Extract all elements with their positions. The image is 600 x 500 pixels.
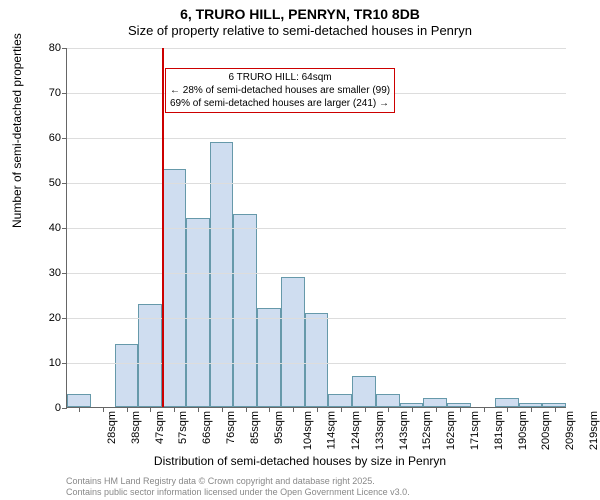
x-tick-label: 209sqm	[564, 411, 576, 450]
x-tick-mark	[246, 407, 247, 412]
histogram-bar	[328, 394, 352, 408]
y-gridline	[67, 273, 566, 274]
y-tick-label: 20	[49, 312, 61, 324]
y-gridline	[67, 138, 566, 139]
histogram-bar	[423, 398, 447, 407]
x-tick-mark	[412, 407, 413, 412]
annotation-line: ← 28% of semi-detached houses are smalle…	[170, 84, 390, 97]
x-tick-label: 28sqm	[106, 411, 118, 444]
x-tick-label: 66sqm	[201, 411, 213, 444]
x-tick-mark	[436, 407, 437, 412]
x-tick-mark	[341, 407, 342, 412]
x-tick-label: 171sqm	[469, 411, 481, 450]
chart-title-line2: Size of property relative to semi-detach…	[0, 23, 600, 38]
y-tick-label: 80	[49, 42, 61, 54]
y-gridline	[67, 228, 566, 229]
histogram-bar	[376, 394, 400, 408]
y-tick-label: 40	[49, 222, 61, 234]
histogram-bar	[233, 214, 257, 408]
y-tick-label: 30	[49, 267, 61, 279]
y-tick-mark	[62, 273, 67, 274]
histogram-bar	[495, 398, 519, 407]
x-tick-label: 162sqm	[445, 411, 457, 450]
y-tick-label: 60	[49, 132, 61, 144]
y-tick-mark	[62, 318, 67, 319]
chart-title-block: 6, TRURO HILL, PENRYN, TR10 8DB Size of …	[0, 0, 600, 38]
x-tick-label: 152sqm	[422, 411, 434, 450]
histogram-bar	[352, 376, 376, 408]
footer-line1: Contains HM Land Registry data © Crown c…	[66, 476, 410, 487]
x-tick-mark	[460, 407, 461, 412]
y-gridline	[67, 318, 566, 319]
x-tick-label: 114sqm	[326, 411, 338, 449]
x-tick-label: 190sqm	[517, 411, 529, 450]
x-tick-mark	[388, 407, 389, 412]
x-tick-label: 85sqm	[249, 411, 261, 444]
histogram-bar	[115, 344, 139, 407]
histogram-bar	[281, 277, 305, 408]
x-tick-label: 133sqm	[374, 411, 386, 450]
x-tick-label: 200sqm	[541, 411, 553, 450]
histogram-bar	[305, 313, 329, 408]
y-tick-mark	[62, 363, 67, 364]
x-tick-label: 124sqm	[350, 411, 362, 450]
x-tick-label: 38sqm	[130, 411, 142, 444]
annotation-line: 6 TRURO HILL: 64sqm	[170, 71, 390, 84]
reference-line	[162, 48, 164, 407]
x-tick-label: 95sqm	[273, 411, 285, 444]
footer-line2: Contains public sector information licen…	[66, 487, 410, 498]
y-tick-mark	[62, 408, 67, 409]
x-tick-mark	[127, 407, 128, 412]
y-gridline	[67, 183, 566, 184]
histogram-bar	[138, 304, 162, 408]
y-tick-label: 0	[55, 402, 61, 414]
chart-plot-area: 0102030405060708028sqm38sqm47sqm57sqm66s…	[66, 48, 566, 408]
y-tick-mark	[62, 48, 67, 49]
chart-title-line1: 6, TRURO HILL, PENRYN, TR10 8DB	[0, 6, 600, 22]
x-tick-mark	[531, 407, 532, 412]
y-gridline	[67, 48, 566, 49]
x-tick-label: 76sqm	[225, 411, 237, 444]
x-tick-label: 219sqm	[588, 411, 600, 450]
x-tick-mark	[174, 407, 175, 412]
y-tick-label: 50	[49, 177, 61, 189]
y-tick-label: 70	[49, 87, 61, 99]
x-tick-label: 104sqm	[303, 411, 315, 450]
y-tick-mark	[62, 138, 67, 139]
histogram-bar	[210, 142, 234, 408]
y-tick-mark	[62, 93, 67, 94]
x-tick-label: 47sqm	[154, 411, 166, 444]
x-tick-mark	[293, 407, 294, 412]
x-tick-mark	[198, 407, 199, 412]
annotation-box: 6 TRURO HILL: 64sqm← 28% of semi-detache…	[165, 68, 395, 113]
y-axis-label: Number of semi-detached properties	[10, 33, 24, 228]
histogram-bar	[186, 218, 210, 407]
x-tick-label: 181sqm	[493, 411, 505, 450]
histogram-bar	[67, 394, 91, 408]
x-tick-mark	[222, 407, 223, 412]
x-tick-mark	[79, 407, 80, 412]
x-axis-label: Distribution of semi-detached houses by …	[0, 454, 600, 468]
x-tick-mark	[507, 407, 508, 412]
x-tick-label: 57sqm	[177, 411, 189, 444]
histogram-bar	[162, 169, 186, 408]
annotation-line: 69% of semi-detached houses are larger (…	[170, 97, 390, 110]
histogram-bar	[257, 308, 281, 407]
y-gridline	[67, 363, 566, 364]
x-tick-mark	[365, 407, 366, 412]
y-tick-label: 10	[49, 357, 61, 369]
x-tick-label: 143sqm	[398, 411, 410, 450]
x-tick-mark	[555, 407, 556, 412]
x-tick-mark	[103, 407, 104, 412]
x-tick-mark	[269, 407, 270, 412]
y-tick-mark	[62, 228, 67, 229]
x-tick-mark	[317, 407, 318, 412]
x-tick-mark	[150, 407, 151, 412]
footer-attribution: Contains HM Land Registry data © Crown c…	[66, 476, 410, 498]
x-tick-mark	[484, 407, 485, 412]
y-tick-mark	[62, 183, 67, 184]
